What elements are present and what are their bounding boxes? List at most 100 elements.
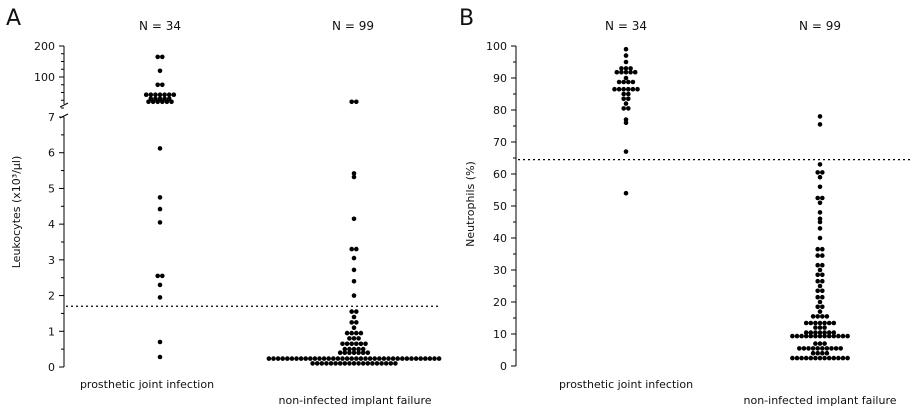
panel-b-point-group-2-20 (815, 262, 820, 268)
panel-a-y-tick-label-2: 2 (48, 290, 55, 303)
panel-a-point-group-2-78 (427, 356, 433, 361)
panel-a-point-group-2-7 (354, 246, 359, 252)
panel-a-point-group-2-32 (347, 346, 352, 352)
panel-a-point-group-2-73 (404, 356, 410, 361)
panel-b-y-tick-label-50: 50 (493, 200, 507, 213)
panel-b-point-group-2-88 (794, 355, 800, 361)
panel-b-y-tick-label-90: 90 (493, 72, 507, 85)
panel-b-y-tick-label-0: 0 (500, 360, 507, 373)
panel-b-point-group-2-17 (820, 246, 825, 252)
panel-b-point-group-1-5 (623, 66, 629, 71)
panel-a-point-group-2-37 (342, 350, 348, 356)
panel-a-point-group-2-77 (423, 356, 428, 361)
panel-b: B N = 34 N = 99 Neutrophils (%) 0 10 20 30 4… (459, 6, 913, 407)
panel-a-points (143, 54, 442, 366)
panel-b-y-axis-label: Neutrophils (%) (464, 161, 477, 247)
panel-b-y-tick-label-10: 10 (493, 328, 507, 341)
panel-b-point-group-2-73 (797, 346, 802, 351)
panel-a-point-group-2-18 (344, 330, 350, 336)
panel-a-point-group-1-4 (155, 82, 160, 88)
panel-b-point-group-2-55 (826, 330, 832, 335)
panel-b-letter: B (459, 6, 474, 31)
panel-a-point-group-2-48 (289, 356, 295, 361)
panel-a-point-group-2-68 (381, 356, 387, 361)
panel-b-point-group-1-32 (623, 149, 629, 154)
panel-a-point-group-1-24 (157, 146, 163, 151)
panel-a-point-group-1-2 (160, 54, 165, 60)
panel-b-point-group-2-12 (817, 216, 823, 222)
panel-b-point-group-2-80 (829, 346, 834, 351)
panel-b-point-group-2-97 (836, 355, 841, 361)
panel-b-point-group-1-7 (614, 69, 620, 75)
panel-a-point-group-1-19 (150, 99, 156, 105)
panel-a-point-group-1-32 (157, 339, 163, 345)
panel-b-point-group-2-76 (810, 346, 816, 351)
panel-a-point-group-2-70 (390, 356, 396, 361)
panel-b-point-group-1-13 (616, 79, 622, 85)
panel-a-count-group-1: N = 34 (139, 19, 181, 33)
panel-a-point-group-2-86 (333, 361, 338, 366)
panel-b-point-group-2-45 (826, 320, 832, 326)
panel-a-point-group-2-44 (271, 356, 276, 361)
panel-a-point-group-2-31 (342, 346, 348, 352)
panel-b-point-group-2-56 (831, 330, 837, 335)
panel-a-point-group-1-3 (157, 68, 163, 74)
panel-a-point-group-2-43 (266, 356, 272, 361)
panel-b-y-axis: 0 10 20 30 40 50 60 70 80 90 100 (486, 40, 517, 373)
panel-a-point-group-1-23 (169, 99, 174, 105)
panel-b-point-group-2-49 (822, 325, 827, 330)
panel-a-point-group-2-2 (354, 99, 359, 105)
panel-a-point-group-2-3 (351, 171, 357, 176)
panel-b-point-group-2-1 (817, 114, 823, 119)
panel-a-y-tick-label-4: 4 (48, 218, 55, 231)
panel-b-point-group-2-98 (840, 355, 846, 361)
panel-b-point-group-1-25 (621, 96, 626, 102)
panel-b-point-group-2-18 (815, 253, 820, 258)
panel-b-point-group-1-22 (635, 86, 640, 92)
panel-a-point-group-2-60 (344, 356, 350, 361)
panel-b-point-group-1-27 (623, 101, 629, 106)
panel-a-point-group-2-1 (349, 99, 355, 105)
panel-b-point-group-2-65 (826, 333, 832, 339)
panel-b-count-group-2: N = 99 (799, 19, 841, 33)
panel-b-point-group-1-16 (630, 79, 636, 85)
panel-b-point-group-2-77 (815, 346, 820, 351)
panel-a-point-group-1-7 (148, 92, 154, 97)
panel-a-point-group-1-11 (166, 92, 172, 97)
panel-b-point-group-1-21 (630, 86, 636, 92)
panel-a-point-group-2-56 (326, 356, 332, 361)
panel-b-point-group-2-26 (820, 278, 825, 284)
panel-b-point-group-2-44 (822, 320, 827, 326)
panel-b-y-tick-label-40: 40 (493, 232, 507, 245)
panel-a-point-group-2-99 (393, 361, 398, 366)
panel-a-y-axis: 0 1 2 3 4 5 6 7 100 200 (34, 40, 69, 374)
panel-a: A N = 34 N = 99 Leukocytes (x10³/µl) 0 1 2… (6, 6, 442, 407)
panel-b-point-group-2-31 (820, 294, 825, 300)
panel-b-point-group-1-28 (621, 106, 626, 111)
panel-b-point-group-2-15 (817, 235, 823, 241)
panel-a-point-group-2-45 (275, 356, 281, 361)
panel-b-point-group-2-74 (801, 346, 807, 351)
panel-a-point-group-2-52 (308, 356, 313, 361)
panel-b-point-group-2-87 (790, 355, 795, 361)
panel-b-point-group-2-39 (824, 314, 830, 319)
panel-b-point-group-2-54 (822, 330, 827, 335)
panel-a-point-group-1-10 (162, 92, 167, 97)
panel-b-point-group-1-8 (619, 69, 624, 75)
panel-b-point-group-2-79 (824, 346, 830, 351)
panel-b-point-group-2-53 (817, 330, 823, 335)
panel-a-point-group-2-21 (358, 330, 364, 336)
panel-b-point-group-2-33 (815, 304, 820, 310)
panel-a-point-group-2-90 (351, 361, 357, 366)
panel-a-point-group-2-38 (347, 350, 352, 356)
panel-b-point-group-2-82 (838, 346, 843, 351)
panel-a-point-group-1-27 (157, 220, 163, 225)
panel-b-point-group-2-29 (820, 288, 825, 294)
panel-a-point-group-2-79 (432, 356, 437, 361)
panel-b-y-tick-label-80: 80 (493, 104, 507, 117)
panel-a-point-group-2-83 (319, 361, 325, 366)
panel-b-point-group-2-43 (817, 320, 823, 326)
panel-a-point-group-2-67 (377, 356, 382, 361)
panel-a-point-group-2-9 (351, 267, 357, 273)
panel-b-point-group-2-22 (817, 267, 823, 273)
